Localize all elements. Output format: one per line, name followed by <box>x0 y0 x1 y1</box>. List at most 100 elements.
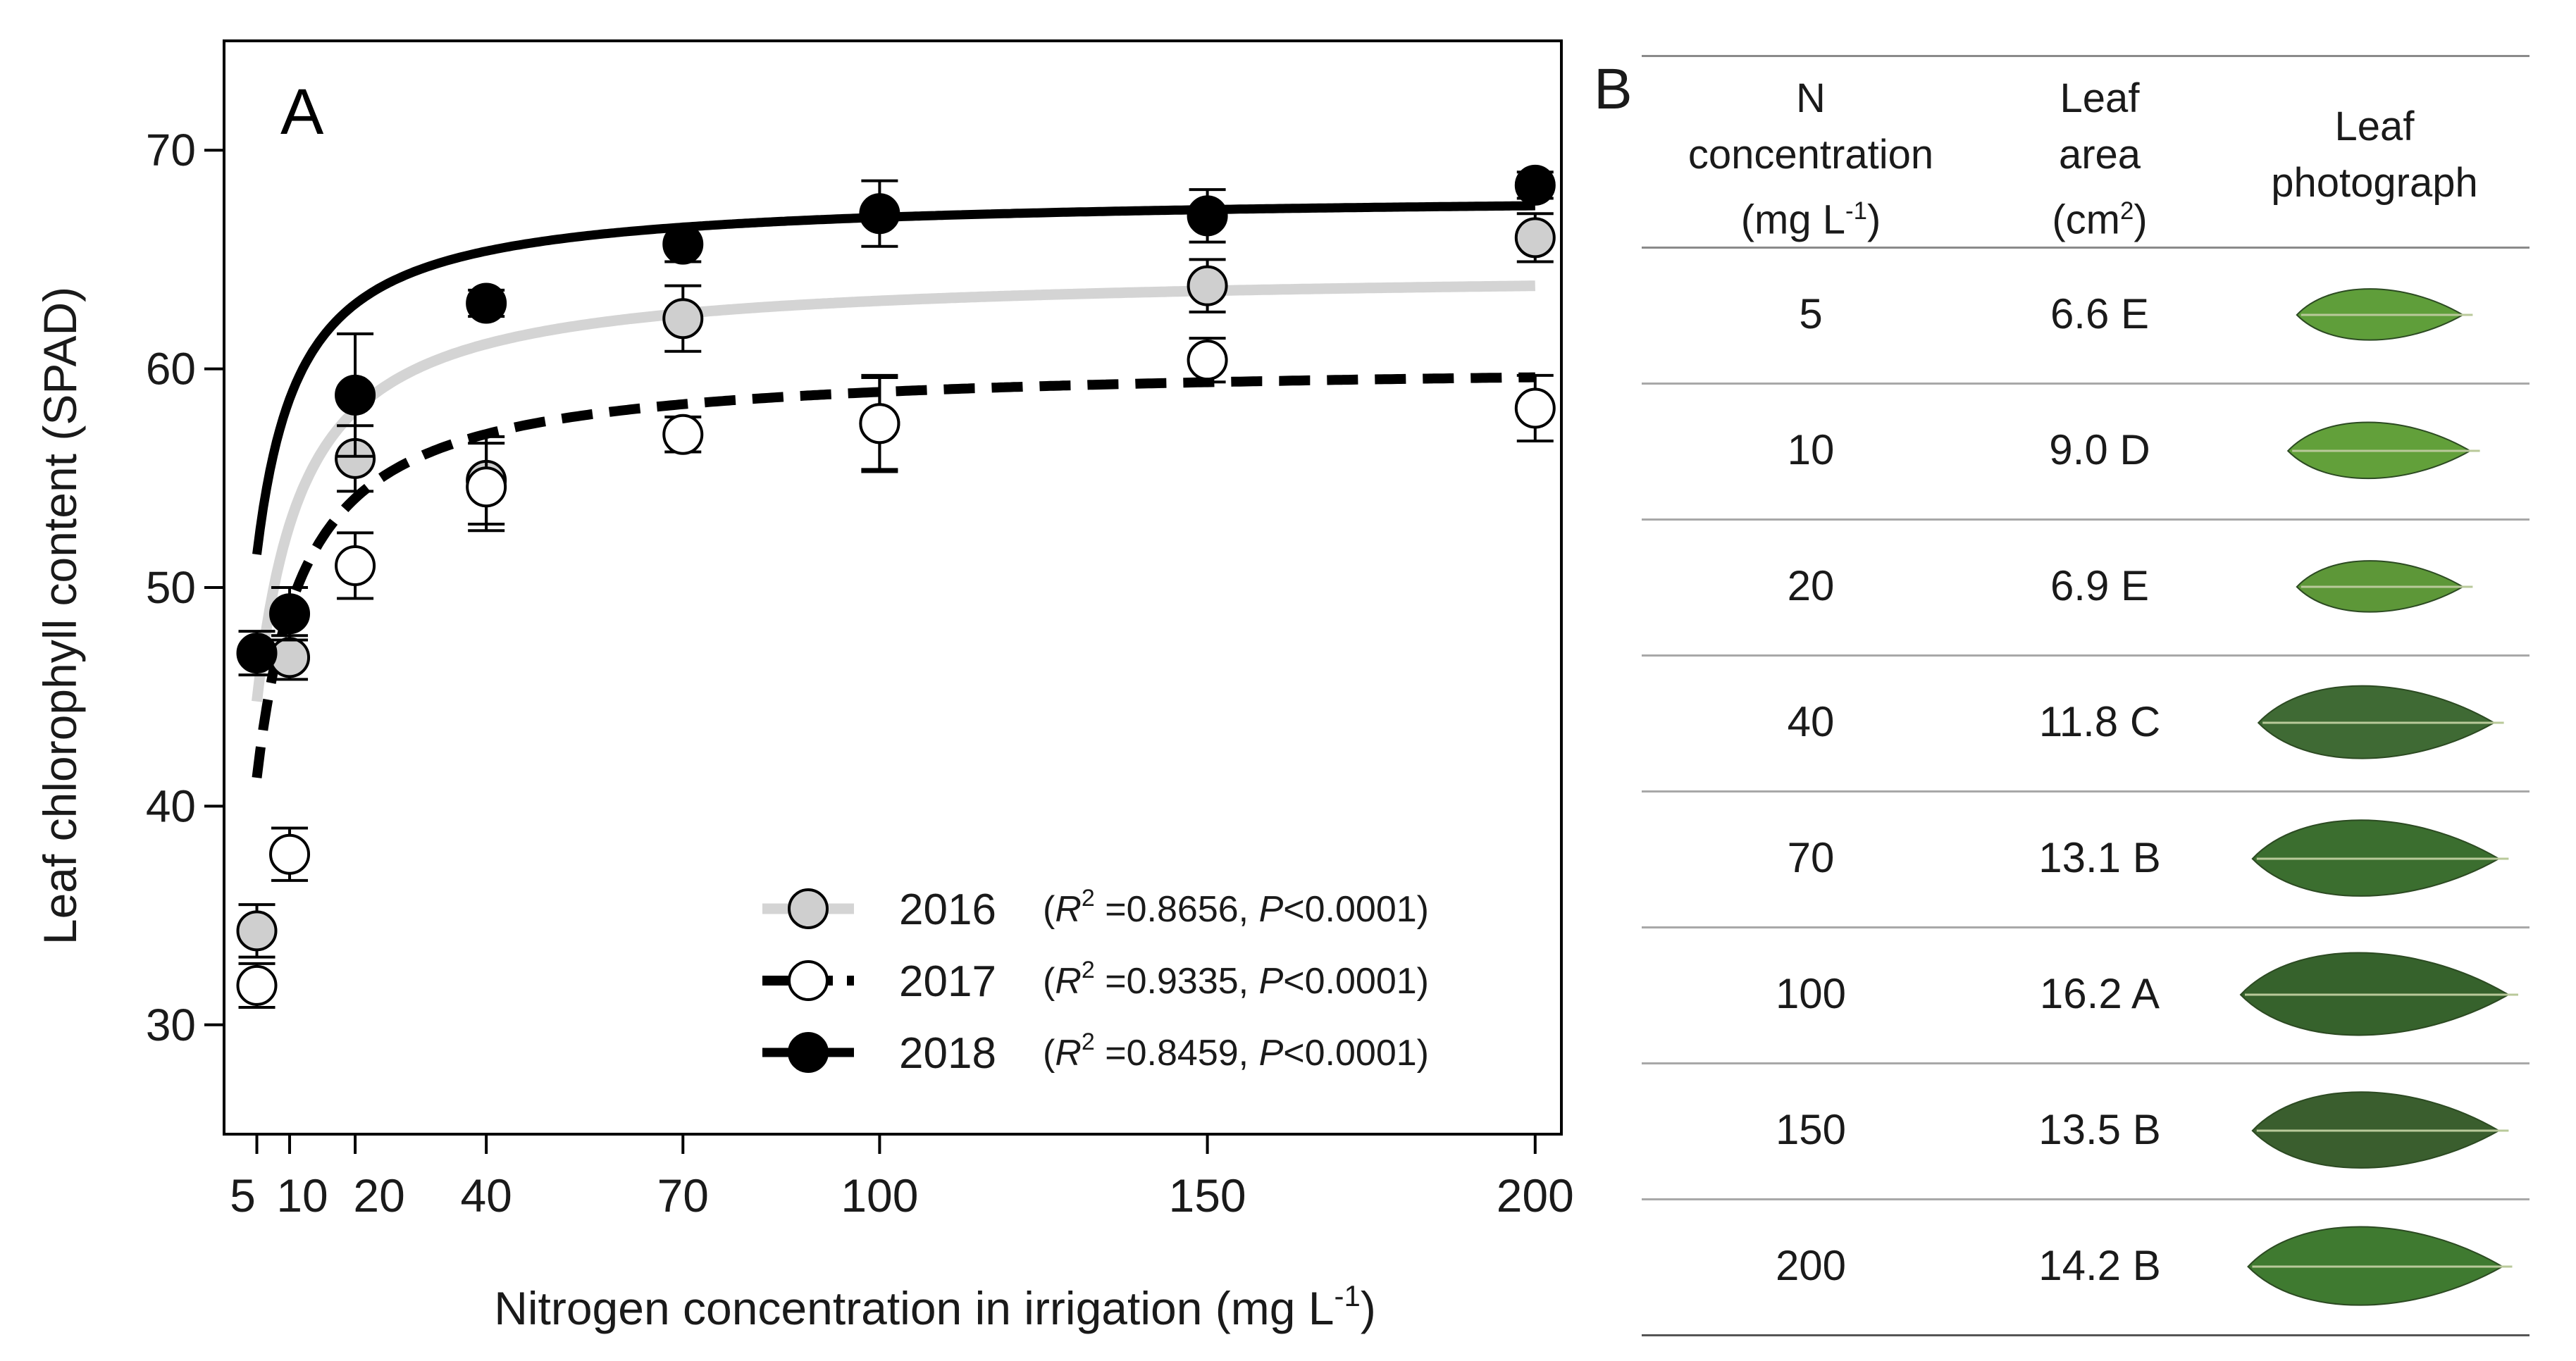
x-tick-label-40: 40 <box>460 1169 512 1222</box>
x-tick-label-70: 70 <box>657 1169 709 1222</box>
chart-panel-a: A 30 40 50 60 70 5 10 20 40 70 100 150 200 Nitrogen co… <box>34 39 1574 1334</box>
table-cell-n: 70 <box>1787 834 1835 881</box>
marker-2017-150 <box>1187 340 1228 381</box>
marker-2018-100 <box>859 193 900 235</box>
table-cell-n: 5 <box>1799 290 1823 337</box>
marker-2017-70 <box>662 414 704 455</box>
marker-2017-40 <box>466 466 507 508</box>
marker-2018-150 <box>1187 195 1228 237</box>
point-2018-5 <box>236 630 278 677</box>
marker-2018-70 <box>662 223 704 265</box>
x-tick-label-20: 20 <box>353 1169 404 1222</box>
marker-2018-20 <box>335 374 376 416</box>
table-cell-area: 11.8 C <box>2038 698 2161 745</box>
fit-curves <box>252 201 1535 778</box>
marker-2018-40 <box>466 282 507 324</box>
table-cell-area: 14.2 B <box>2038 1242 2161 1289</box>
legend-year-2017: 2017 <box>899 957 996 1006</box>
x-tick-label-150: 150 <box>1169 1169 1246 1222</box>
y-tick-label-70: 70 <box>146 125 196 175</box>
leaf-photo <box>2257 685 2504 759</box>
legend-marker-2017 <box>788 960 829 1001</box>
marker-2016-5 <box>236 910 278 952</box>
header-area-line2: area <box>2058 132 2141 178</box>
point-2017-40 <box>466 442 507 533</box>
chart-axes: A 30 40 50 60 70 5 10 20 40 70 100 150 200 Nitrogen co… <box>34 39 1574 1334</box>
point-2018-100 <box>859 179 900 248</box>
legend-stats-2018: (R2 =0.8459, P<0.0001) <box>1043 1028 1429 1074</box>
x-tick-label-5: 5 <box>230 1169 256 1222</box>
leaf-photo <box>2296 288 2473 341</box>
y-tick-label-60: 60 <box>146 344 196 394</box>
table-row-rule <box>1642 1198 2529 1200</box>
x-tick-label-100: 100 <box>841 1169 918 1222</box>
point-2017-20 <box>335 531 376 600</box>
panel-a-label: A <box>280 76 324 148</box>
data-points <box>236 164 1556 1009</box>
leaf-photo <box>2239 952 2518 1036</box>
marker-2017-5 <box>236 964 278 1006</box>
marker-2016-200 <box>1514 217 1556 259</box>
point-2017-200 <box>1514 373 1556 443</box>
marker-2016-150 <box>1187 265 1228 306</box>
table-cell-n: 40 <box>1787 698 1835 745</box>
table-cell-area: 16.2 A <box>2039 970 2160 1017</box>
point-2017-100 <box>859 376 900 471</box>
table-cell-area: 9.0 D <box>2049 426 2150 473</box>
legend-marker-2016 <box>788 888 829 929</box>
table-header-rule <box>1642 247 2529 249</box>
point-2017-5 <box>236 962 278 1009</box>
leaf-photo <box>2286 421 2480 480</box>
header-leaf-area: Leaf area (cm2) <box>1980 70 2219 248</box>
table-cell-area: 13.5 B <box>2038 1106 2161 1153</box>
point-2017-10 <box>269 826 311 882</box>
point-2016-150 <box>1187 258 1228 313</box>
header-n-concentration: N concentration (mg L-1) <box>1642 70 1980 248</box>
marker-2017-100 <box>859 403 900 445</box>
table-row-rule <box>1642 1334 2529 1336</box>
table-top-rule <box>1642 55 2529 57</box>
header-leaf-photograph: Leaf photograph <box>2219 99 2529 211</box>
leaf-photo <box>2251 819 2509 897</box>
legend-year-2016: 2016 <box>899 885 996 934</box>
point-2018-150 <box>1187 188 1228 244</box>
y-tick-label-40: 40 <box>146 781 196 831</box>
point-2018-10 <box>269 586 311 642</box>
table-cell-area: 13.1 B <box>2038 834 2161 881</box>
table-cell-n: 150 <box>1775 1106 1847 1153</box>
table-row-rule <box>1642 654 2529 657</box>
leaf-photo <box>2251 1091 2509 1169</box>
point-2018-40 <box>466 282 507 324</box>
header-n-line1: N <box>1796 75 1826 121</box>
point-2016-5 <box>236 903 278 959</box>
x-tick-label-10: 10 <box>276 1169 328 1222</box>
panel-b-label: B <box>1594 57 1633 121</box>
point-2017-150 <box>1187 337 1228 384</box>
marker-2016-70 <box>662 298 704 340</box>
marker-2017-20 <box>335 545 376 586</box>
leaf-photo <box>2296 560 2473 613</box>
point-2018-20 <box>335 332 376 458</box>
marker-2018-200 <box>1514 164 1556 206</box>
marker-2018-10 <box>269 593 311 635</box>
table-row-rule <box>1642 383 2529 385</box>
x-axis-label: Nitrogen concentration in irrigation (mg… <box>494 1279 1376 1334</box>
marker-2018-5 <box>236 633 278 674</box>
header-n-line2: concentration <box>1688 132 1934 178</box>
legend-stats-2016: (R2 =0.8656, P<0.0001) <box>1043 885 1429 930</box>
point-2016-200 <box>1514 212 1556 263</box>
point-2018-200 <box>1514 164 1556 206</box>
header-photo-line1: Leaf <box>2334 104 2415 149</box>
point-2017-70 <box>662 414 704 455</box>
table-cell-n: 20 <box>1787 562 1835 609</box>
point-2016-70 <box>662 284 704 353</box>
header-n-line3: (mg L-1) <box>1740 197 1881 243</box>
table-cell-area: 6.6 E <box>2050 290 2150 337</box>
legend-year-2018: 2018 <box>899 1029 996 1078</box>
table-cell-n: 200 <box>1775 1242 1847 1289</box>
header-area-line3: (cm2) <box>2052 197 2148 243</box>
header-area-line1: Leaf <box>2060 75 2140 121</box>
marker-2017-200 <box>1514 387 1556 429</box>
y-axis-label: Leaf chlorophyll content (SPAD) <box>34 287 86 945</box>
y-tick-label-30: 30 <box>146 1000 196 1050</box>
